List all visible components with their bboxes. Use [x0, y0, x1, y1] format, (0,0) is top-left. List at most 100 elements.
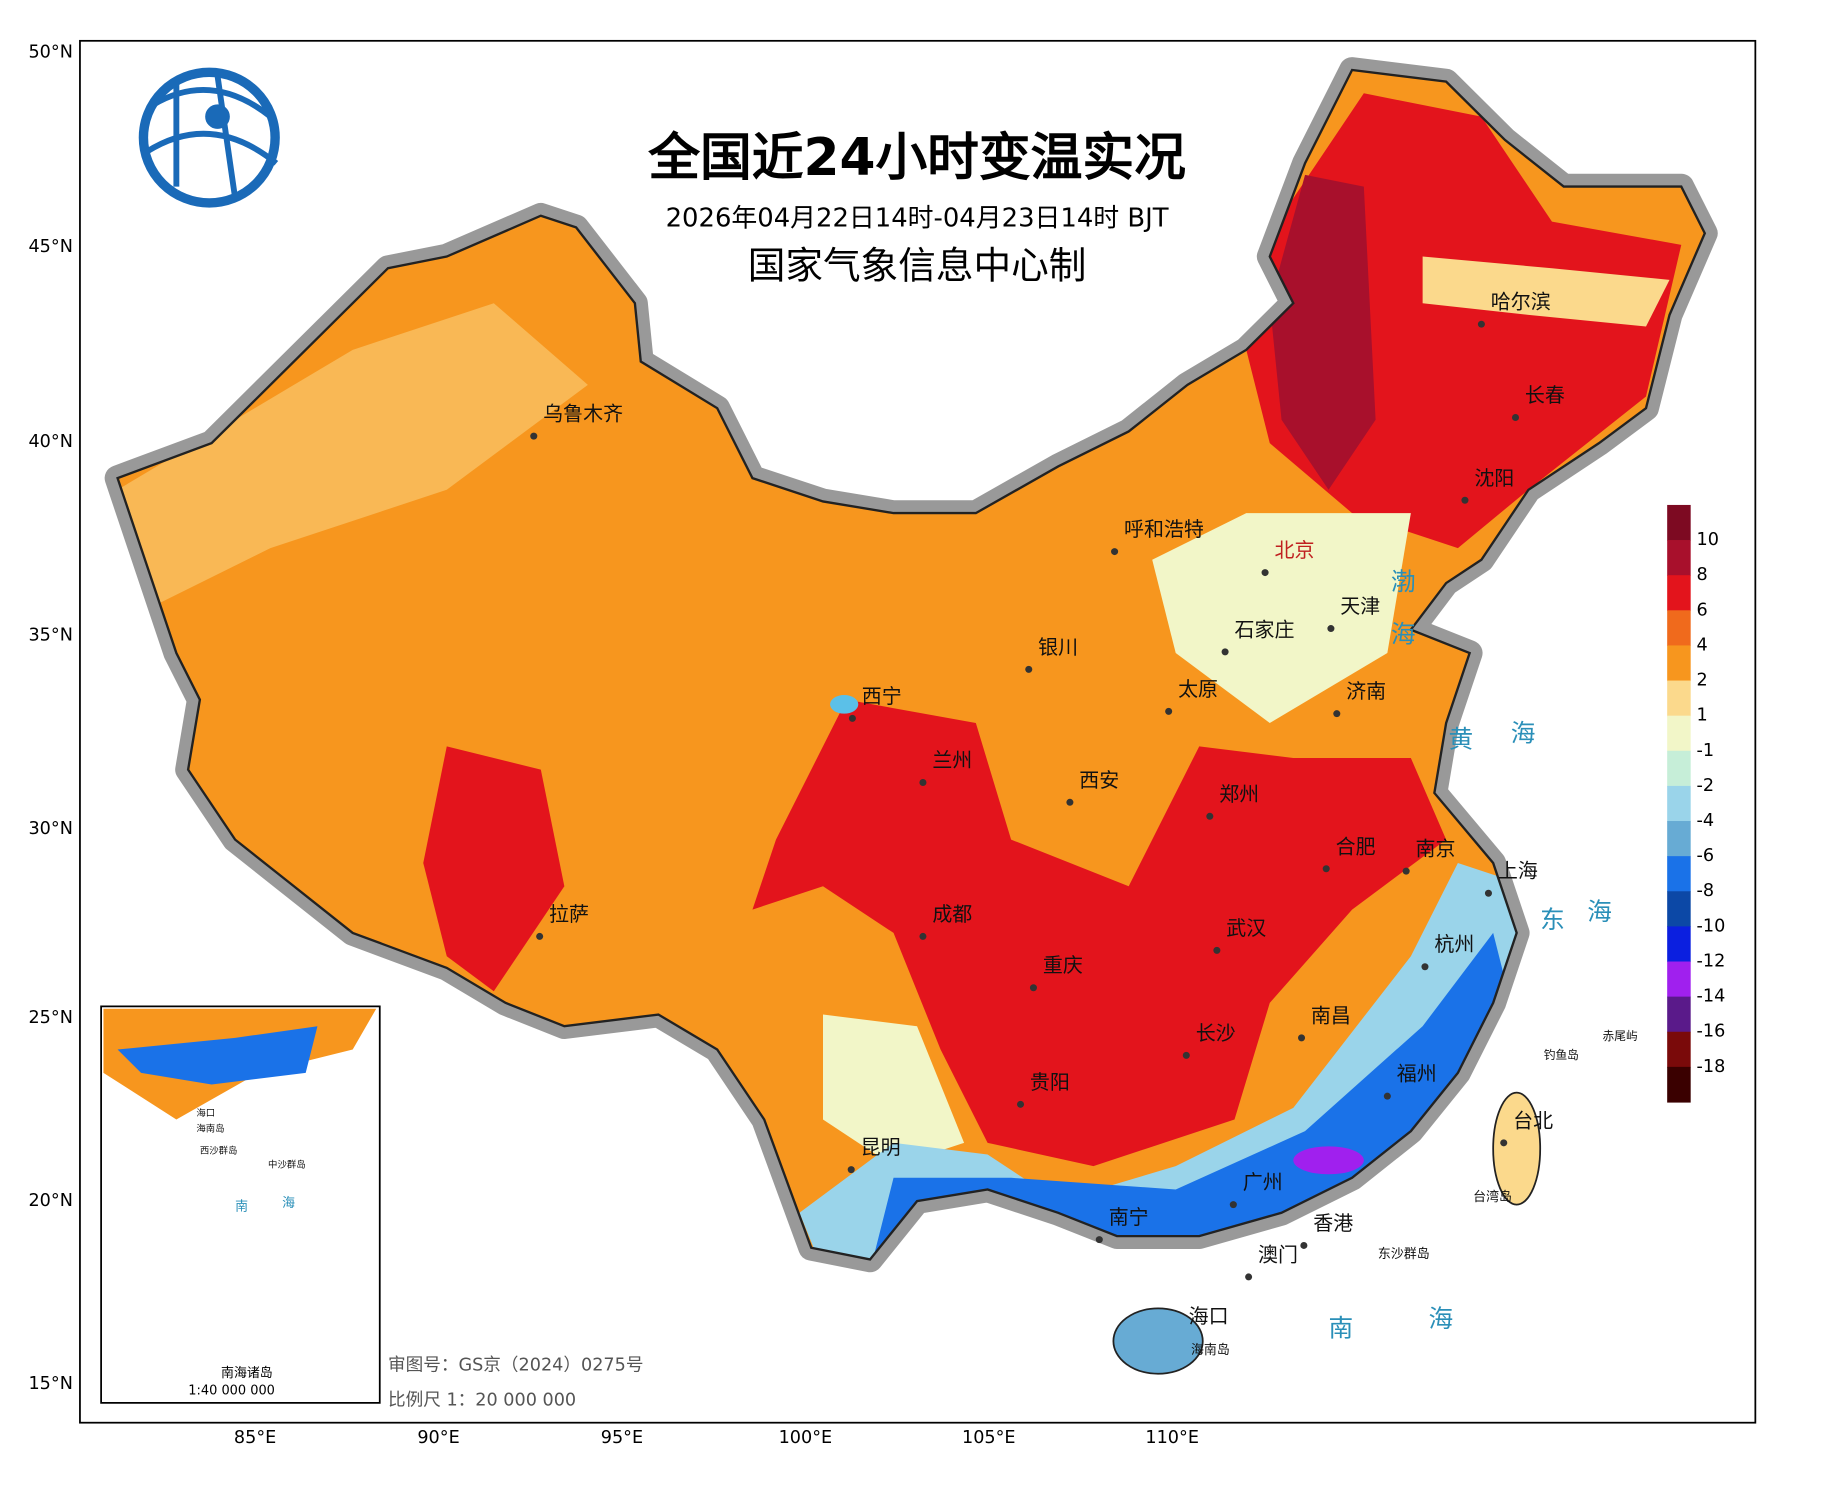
- legend-swatch: [1667, 891, 1691, 927]
- city-label: 广州: [1243, 1171, 1283, 1194]
- city-label: 乌鲁木齐: [543, 403, 623, 426]
- city-dot: [1165, 707, 1173, 715]
- map-scale: 比例尺 1：20 000 000: [388, 1391, 576, 1411]
- city-dot: [1111, 548, 1119, 556]
- legend-swatch: [1667, 856, 1691, 892]
- city-label: 石家庄: [1235, 618, 1295, 641]
- city-label: 贵阳: [1030, 1071, 1070, 1094]
- city-dot: [1333, 710, 1341, 718]
- sea-label: 海: [1428, 1304, 1453, 1333]
- lon-label: 100°E: [779, 1428, 833, 1448]
- field-central: [752, 699, 1447, 1167]
- city-dot: [1322, 865, 1330, 873]
- city-label: 武汉: [1226, 917, 1266, 940]
- lat-label: 50°N: [28, 43, 72, 63]
- field-north-cool: [1152, 513, 1411, 724]
- legend-label: -1: [1697, 741, 1715, 761]
- legend-label: 4: [1697, 635, 1708, 655]
- city-dot: [1016, 1100, 1025, 1108]
- legend-label: -12: [1697, 952, 1726, 972]
- city-label: 合肥: [1336, 835, 1376, 858]
- city-label: 成都: [932, 903, 972, 926]
- city-label: 杭州: [1434, 933, 1474, 956]
- city-label: 长春: [1525, 384, 1565, 407]
- city-dot: [1221, 648, 1229, 656]
- taiwan-island: [1492, 1091, 1542, 1206]
- legend-label: -14: [1697, 987, 1726, 1007]
- city-dot: [1500, 1139, 1508, 1147]
- city-label: 台湾岛: [1473, 1189, 1512, 1205]
- city-label: 上海: [1498, 860, 1538, 883]
- legend-label: 10: [1697, 530, 1719, 550]
- city-dot: [847, 1166, 855, 1174]
- city-dot: [848, 714, 856, 722]
- city-dot: [1477, 320, 1485, 328]
- legend-label: -18: [1697, 1057, 1726, 1077]
- legend-label: -2: [1697, 776, 1715, 796]
- sea-label: 海: [1511, 719, 1536, 748]
- city-label: 天津: [1340, 595, 1380, 618]
- city-dot: [1206, 812, 1214, 820]
- logo: [138, 67, 280, 208]
- legend-swatch: [1667, 1031, 1691, 1068]
- city-dot: [1095, 1236, 1103, 1244]
- legend-label: 2: [1697, 671, 1708, 691]
- lat-label: 35°N: [28, 626, 72, 646]
- lon-labels: 85°E 90°E 95°E 100°E 105°E 110°E: [234, 1428, 1199, 1448]
- city-dot: [1066, 798, 1074, 806]
- lon-label: 85°E: [234, 1428, 276, 1448]
- legend-swatch: [1667, 961, 1691, 998]
- country-border: [116, 68, 1707, 1261]
- lon-label: 90°E: [417, 1428, 459, 1448]
- legend-swatch: [1667, 715, 1691, 752]
- city-dot: [919, 778, 927, 786]
- city-dot: [1300, 1241, 1308, 1249]
- legend-swatch: [1667, 785, 1691, 822]
- legend-swatch: [1667, 540, 1691, 576]
- lon-label: 105°E: [962, 1428, 1016, 1448]
- city-label: 昆明: [861, 1136, 901, 1159]
- city-dot: [1461, 496, 1469, 504]
- city-label: 重庆: [1043, 954, 1083, 977]
- lat-label: 40°N: [28, 432, 72, 452]
- sea-labels: 渤海黄 海东 海南海: [1329, 567, 1612, 1342]
- city-label: 南昌: [1311, 1004, 1351, 1027]
- inset-label: 海口: [196, 1107, 215, 1119]
- city-label: 钓鱼岛: [1544, 1048, 1579, 1062]
- sea-label: 海: [1587, 897, 1612, 926]
- lake: [830, 695, 859, 714]
- sea-label: 南: [1329, 1313, 1354, 1342]
- city-label: 拉萨: [549, 903, 589, 926]
- city-dot: [1229, 1201, 1237, 1209]
- city-dot: [919, 932, 927, 940]
- field-yunnan-cool: [823, 1014, 965, 1167]
- inset-title: 南海诸岛: [221, 1365, 273, 1381]
- inset-scale: 1:40 000 000: [188, 1384, 275, 1399]
- lon-label: 95°E: [601, 1428, 643, 1448]
- city-label: 海口: [1189, 1305, 1229, 1328]
- city-label: 澳门: [1258, 1243, 1298, 1266]
- subtitle: 2026年04月22日14时-04月23日14时 BJT: [666, 204, 1169, 234]
- legend-swatch: [1667, 575, 1691, 611]
- lat-labels: 50°N 45°N 40°N 35°N 30°N 25°N 20°N 15°N: [28, 43, 72, 1395]
- field-warm-light: [117, 303, 588, 607]
- legend-swatch: [1667, 610, 1691, 647]
- legend-swatch: [1667, 504, 1691, 541]
- city-dot: [1421, 963, 1429, 971]
- inset-label: 海南岛: [196, 1122, 224, 1134]
- city-dot: [1383, 1092, 1391, 1100]
- city-label: 长沙: [1196, 1022, 1236, 1045]
- city-label: 海南岛: [1191, 1342, 1230, 1358]
- lat-label: 20°N: [28, 1191, 72, 1211]
- field-tibet: [423, 746, 565, 992]
- lon-label: 110°E: [1145, 1428, 1199, 1448]
- inset-cold: [117, 1026, 318, 1085]
- sea-label: 渤: [1391, 567, 1416, 596]
- field-northeast-cool: [1422, 256, 1670, 327]
- inset-label: 海: [282, 1196, 295, 1211]
- sea-label: 东: [1540, 905, 1565, 934]
- city-label: 南京: [1416, 838, 1456, 861]
- legend-label: -8: [1697, 881, 1715, 901]
- inset-label: 西沙群岛: [200, 1145, 238, 1157]
- inset-label: 中沙群岛: [268, 1159, 306, 1171]
